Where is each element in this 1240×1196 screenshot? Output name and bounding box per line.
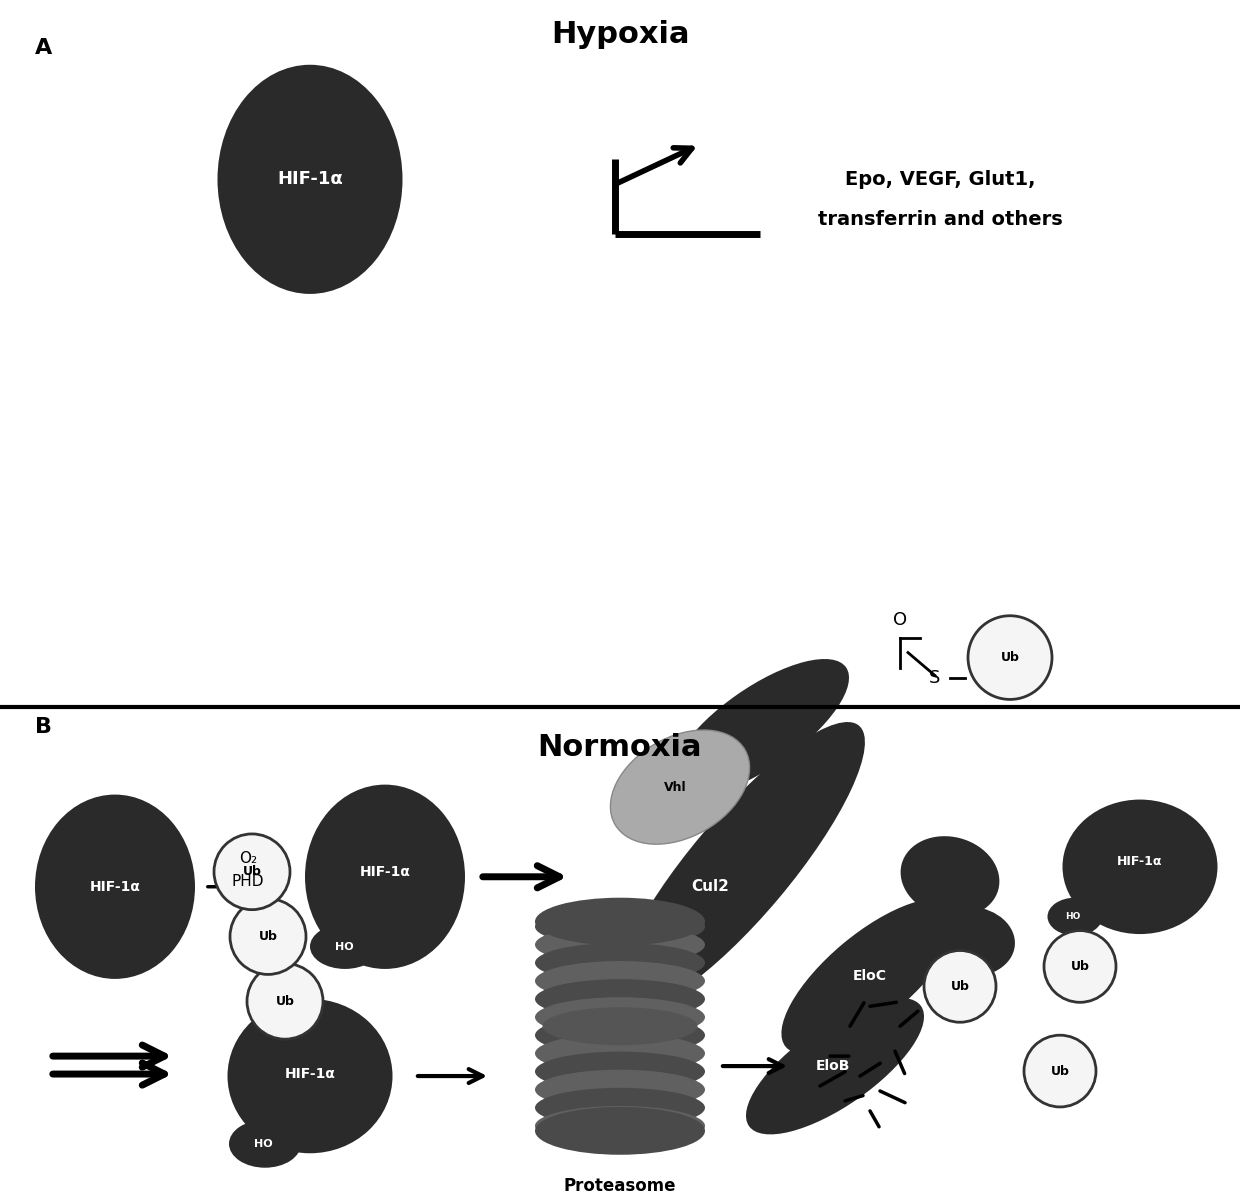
Text: HIF-1α: HIF-1α xyxy=(89,880,140,893)
Ellipse shape xyxy=(610,730,750,844)
Circle shape xyxy=(1024,1036,1096,1107)
Text: EloC: EloC xyxy=(853,970,887,983)
Text: Cul2: Cul2 xyxy=(691,879,729,895)
Text: Ub: Ub xyxy=(951,980,970,993)
Text: HIF-1α: HIF-1α xyxy=(277,170,343,188)
Ellipse shape xyxy=(534,1088,706,1128)
Text: Vhl: Vhl xyxy=(663,781,686,794)
Ellipse shape xyxy=(900,836,999,917)
Ellipse shape xyxy=(1063,800,1218,934)
Text: EloB: EloB xyxy=(816,1060,851,1073)
Text: HIF-1α: HIF-1α xyxy=(284,1067,336,1081)
Ellipse shape xyxy=(534,1106,706,1146)
Text: Ub: Ub xyxy=(1001,651,1019,664)
Ellipse shape xyxy=(534,1051,706,1092)
Text: O: O xyxy=(893,611,908,629)
Ellipse shape xyxy=(534,1107,706,1155)
Ellipse shape xyxy=(534,898,706,946)
Circle shape xyxy=(968,616,1052,700)
Ellipse shape xyxy=(534,997,706,1037)
Text: Ub: Ub xyxy=(1070,960,1090,974)
Text: Proteasome: Proteasome xyxy=(564,1177,676,1195)
Text: HO: HO xyxy=(254,1139,273,1149)
Text: Ub: Ub xyxy=(243,865,262,878)
Text: Epo, VEGF, Glut1,: Epo, VEGF, Glut1, xyxy=(844,170,1035,189)
Circle shape xyxy=(229,898,306,975)
Ellipse shape xyxy=(534,1069,706,1110)
Text: O₂: O₂ xyxy=(239,852,257,866)
Ellipse shape xyxy=(534,1033,706,1073)
Text: Ub: Ub xyxy=(259,930,278,944)
Ellipse shape xyxy=(1048,898,1102,935)
Ellipse shape xyxy=(227,999,393,1153)
Ellipse shape xyxy=(534,962,706,1001)
Ellipse shape xyxy=(305,785,465,969)
Text: HIF-1α: HIF-1α xyxy=(360,865,410,879)
Text: transferrin and others: transferrin and others xyxy=(817,209,1063,228)
Circle shape xyxy=(247,964,322,1039)
Ellipse shape xyxy=(925,907,1014,976)
Text: PHD: PHD xyxy=(232,874,264,890)
Circle shape xyxy=(924,951,996,1023)
Ellipse shape xyxy=(534,907,706,946)
Ellipse shape xyxy=(217,65,403,294)
Ellipse shape xyxy=(310,925,379,969)
Ellipse shape xyxy=(534,980,706,1019)
Text: Ub: Ub xyxy=(275,995,294,1008)
Text: Hypoxia: Hypoxia xyxy=(551,20,689,49)
Ellipse shape xyxy=(35,794,195,978)
Text: A: A xyxy=(35,38,52,57)
Ellipse shape xyxy=(534,925,706,965)
Ellipse shape xyxy=(534,1015,706,1055)
Circle shape xyxy=(1044,930,1116,1002)
Text: S: S xyxy=(929,669,941,687)
Ellipse shape xyxy=(671,659,849,795)
Ellipse shape xyxy=(615,722,866,1012)
Text: Normoxia: Normoxia xyxy=(538,733,702,762)
Text: B: B xyxy=(35,718,52,737)
Text: HIF-1α: HIF-1α xyxy=(1117,855,1163,868)
Ellipse shape xyxy=(534,942,706,983)
Ellipse shape xyxy=(781,899,959,1054)
Ellipse shape xyxy=(746,997,924,1134)
Text: HO: HO xyxy=(335,941,353,952)
Circle shape xyxy=(215,834,290,910)
Ellipse shape xyxy=(229,1119,301,1167)
Text: Ub: Ub xyxy=(1050,1064,1069,1078)
Ellipse shape xyxy=(543,1007,697,1045)
Text: HO: HO xyxy=(1065,913,1081,921)
